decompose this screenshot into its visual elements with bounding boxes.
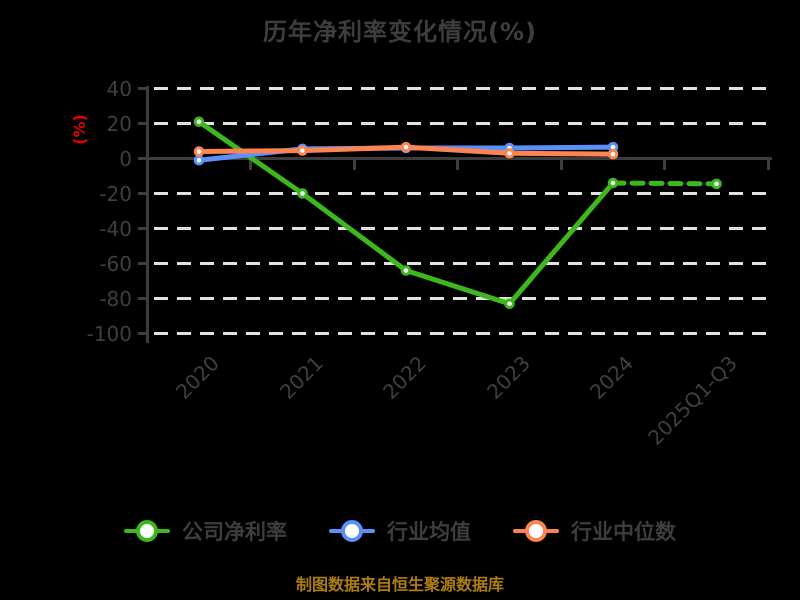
y-axis-tick-label: -80 bbox=[99, 286, 132, 311]
legend-circle-icon bbox=[136, 520, 158, 542]
y-axis-tick bbox=[138, 122, 147, 125]
y-axis-tick bbox=[138, 87, 147, 90]
legend-item-industry-average: 行业均值 bbox=[329, 516, 471, 546]
gridline bbox=[154, 297, 768, 300]
y-axis-tick-label: -100 bbox=[86, 321, 132, 346]
industry-average-marker bbox=[607, 141, 619, 153]
y-axis-tick-label: -20 bbox=[99, 181, 132, 206]
y-axis-tick-label: 40 bbox=[106, 76, 132, 101]
x-axis-tick bbox=[249, 158, 253, 170]
x-axis-tick bbox=[766, 158, 770, 170]
y-axis-tick bbox=[138, 192, 147, 195]
line-marker-icon bbox=[329, 520, 375, 542]
y-axis-tick bbox=[138, 262, 147, 265]
y-axis-tick-label: 0 bbox=[119, 146, 132, 171]
line-marker-icon bbox=[513, 520, 559, 542]
company-net-margin-line-dashed bbox=[610, 180, 719, 187]
gridline bbox=[154, 262, 768, 265]
industry-average-marker bbox=[504, 142, 515, 154]
company-net-margin-marker bbox=[607, 177, 619, 189]
legend-item-company-net-margin: 公司净利率 bbox=[124, 516, 287, 546]
x-axis-tick bbox=[456, 158, 460, 170]
gridline bbox=[154, 227, 768, 230]
line-marker-icon bbox=[124, 520, 170, 542]
company-net-margin-line bbox=[196, 119, 616, 307]
gridline bbox=[154, 122, 768, 125]
legend-label: 行业均值 bbox=[387, 520, 471, 544]
legend: 公司净利率 行业均值 行业中位数 bbox=[0, 516, 800, 546]
industry-median-marker bbox=[504, 147, 515, 159]
y-axis-tick-label: -40 bbox=[99, 216, 132, 241]
legend-circle-icon bbox=[525, 520, 547, 542]
company-net-margin-marker bbox=[711, 178, 722, 190]
x-axis-tick bbox=[559, 158, 563, 170]
y-axis-tick bbox=[138, 227, 147, 230]
industry-median-line bbox=[196, 144, 616, 157]
y-axis-tick bbox=[138, 332, 147, 335]
company-net-margin-marker bbox=[504, 298, 515, 310]
legend-circle-icon bbox=[341, 520, 363, 542]
y-axis-tick bbox=[138, 157, 147, 160]
legend-item-industry-median: 行业中位数 bbox=[513, 516, 676, 546]
y-axis-tick-label: -60 bbox=[99, 251, 132, 276]
company-net-margin-marker bbox=[400, 265, 412, 276]
legend-label: 公司净利率 bbox=[182, 520, 287, 544]
y-axis-tick-label: 20 bbox=[106, 111, 132, 136]
footer-note: 制图数据来自恒生聚源数据库 bbox=[295, 575, 504, 594]
x-axis-tick bbox=[663, 158, 667, 170]
y-axis-tick bbox=[138, 297, 147, 300]
x-axis-tick bbox=[352, 158, 356, 170]
gridline bbox=[154, 87, 768, 90]
gridline bbox=[154, 192, 768, 195]
y-axis-line bbox=[146, 86, 149, 343]
chart-title: 历年净利率变化情况(%) bbox=[263, 18, 537, 46]
legend-label: 行业中位数 bbox=[571, 520, 676, 544]
industry-average-marker bbox=[400, 142, 412, 154]
gridline bbox=[154, 332, 768, 335]
industry-average-marker bbox=[297, 143, 308, 155]
industry-median-marker bbox=[193, 146, 205, 157]
industry-median-marker bbox=[400, 141, 412, 153]
industry-median-marker bbox=[297, 145, 308, 156]
